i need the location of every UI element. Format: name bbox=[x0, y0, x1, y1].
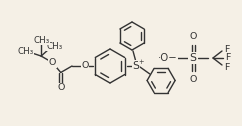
Text: O: O bbox=[189, 32, 197, 41]
Text: S: S bbox=[133, 61, 139, 71]
Text: CH₃: CH₃ bbox=[33, 36, 49, 45]
Text: +: + bbox=[139, 59, 144, 65]
Text: ·O−: ·O− bbox=[158, 53, 178, 63]
Text: CH₃: CH₃ bbox=[17, 46, 33, 56]
Text: O: O bbox=[49, 58, 56, 67]
Text: S: S bbox=[189, 53, 197, 63]
Text: F: F bbox=[224, 44, 229, 54]
Text: O: O bbox=[81, 61, 89, 71]
Text: F: F bbox=[225, 54, 230, 62]
Text: CH₃: CH₃ bbox=[46, 42, 62, 51]
Text: F: F bbox=[224, 62, 229, 71]
Text: O: O bbox=[57, 84, 64, 92]
Text: O: O bbox=[189, 75, 197, 84]
